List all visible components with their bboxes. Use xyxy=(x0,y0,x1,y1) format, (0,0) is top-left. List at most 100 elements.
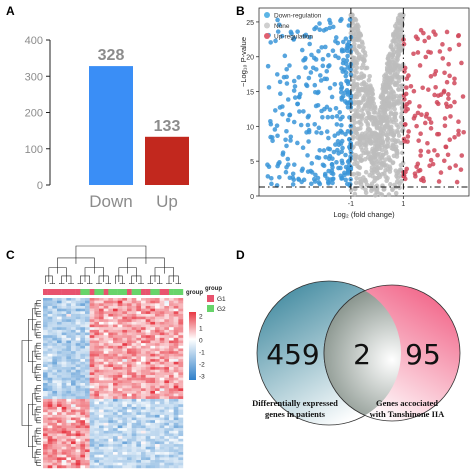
heat-cell xyxy=(159,324,165,328)
point-none xyxy=(388,105,394,110)
point-up xyxy=(454,179,460,185)
heat-cell xyxy=(66,462,72,466)
heat-cell xyxy=(71,446,76,450)
heat-cell xyxy=(178,313,184,317)
heat-cell xyxy=(178,316,184,320)
heat-cell xyxy=(71,335,76,339)
heat-cell xyxy=(150,369,156,373)
point-down xyxy=(345,81,351,87)
point-none xyxy=(382,89,388,94)
heat-cell xyxy=(155,460,160,463)
heat-cell xyxy=(89,380,95,384)
legend-label: Down-regulation xyxy=(274,13,322,20)
heat-cell xyxy=(117,305,123,309)
point-none xyxy=(360,62,366,67)
heat-cell xyxy=(61,332,67,336)
heat-cell xyxy=(150,404,156,408)
heat-cell xyxy=(117,380,123,384)
heat-cell xyxy=(52,454,58,458)
legend-marker xyxy=(264,12,270,18)
heat-cell xyxy=(103,398,109,402)
heat-cell xyxy=(150,361,156,365)
heat-cell xyxy=(178,457,184,461)
heat-cell xyxy=(99,327,104,331)
heat-cell xyxy=(66,356,72,360)
heat-cell xyxy=(164,321,170,325)
point-down xyxy=(304,130,309,135)
point-down xyxy=(276,22,282,28)
legend-marker xyxy=(264,33,270,39)
point-none xyxy=(394,179,400,185)
point-down xyxy=(345,53,350,59)
heat-cell xyxy=(155,321,160,325)
heat-cell xyxy=(103,385,109,389)
heat-cell xyxy=(52,406,58,410)
heat-cell xyxy=(99,404,104,408)
heat-cell xyxy=(145,332,151,336)
heat-cell xyxy=(108,388,114,392)
heat-cell xyxy=(145,351,151,354)
heat-cell xyxy=(113,396,118,400)
heat-cell xyxy=(117,369,123,373)
point-down xyxy=(295,101,301,107)
heat-cell xyxy=(99,452,104,455)
heat-cell xyxy=(52,298,58,301)
heat-cell xyxy=(52,444,58,447)
heat-cell xyxy=(71,420,76,424)
point-none xyxy=(369,165,375,170)
heat-cell xyxy=(89,300,95,304)
point-down xyxy=(299,179,304,185)
heat-cell xyxy=(94,430,100,434)
heat-cell xyxy=(173,433,179,437)
point-up xyxy=(430,161,436,167)
heat-cell xyxy=(61,343,67,347)
heat-cell xyxy=(136,340,142,344)
heat-cell xyxy=(61,319,67,323)
heat-cell xyxy=(145,305,151,309)
heat-cell xyxy=(103,462,109,466)
heat-cell xyxy=(52,438,58,442)
point-down xyxy=(334,122,340,127)
heat-cell xyxy=(155,377,160,381)
heat-cell xyxy=(122,430,128,434)
heat-cell xyxy=(155,422,160,426)
point-none xyxy=(382,108,388,114)
heat-cell xyxy=(80,404,86,408)
heat-cell xyxy=(57,433,62,437)
annotation-cell xyxy=(159,289,165,295)
heat-cell xyxy=(57,441,62,445)
heat-cell xyxy=(169,313,174,317)
heat-cell xyxy=(52,343,58,347)
heat-cell xyxy=(178,401,184,405)
heat-cell xyxy=(85,359,90,362)
heat-cell xyxy=(113,351,118,354)
heat-cell xyxy=(99,340,104,344)
heat-cell xyxy=(141,438,146,442)
heat-cell xyxy=(145,343,151,347)
point-none xyxy=(350,85,356,91)
heat-cell xyxy=(103,412,109,416)
heat-cell xyxy=(155,319,160,323)
heat-cell xyxy=(164,332,170,336)
heat-cell xyxy=(80,367,86,370)
heat-cell xyxy=(85,380,90,384)
point-down xyxy=(338,18,343,24)
heat-cell xyxy=(159,372,165,376)
heat-cell xyxy=(103,460,109,463)
point-down xyxy=(323,154,328,160)
heat-cell xyxy=(89,345,95,349)
heat-cell xyxy=(141,313,146,317)
heat-cell xyxy=(43,422,48,426)
heat-cell xyxy=(52,417,58,421)
heat-cell xyxy=(159,404,165,408)
point-up xyxy=(452,134,457,140)
heat-cell xyxy=(61,420,67,424)
heat-cell xyxy=(80,430,86,434)
heat-cell xyxy=(57,319,62,323)
heat-cell xyxy=(71,412,76,416)
heat-cell xyxy=(66,390,72,394)
heat-cell xyxy=(136,438,142,442)
group-legend-swatch xyxy=(207,295,214,302)
heat-cell xyxy=(117,359,123,362)
